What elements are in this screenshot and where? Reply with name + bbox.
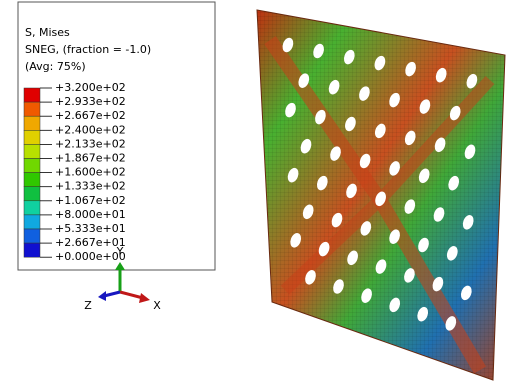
viewport: S, Mises SNEG, (fraction = -1.0) (Avg: 75%…	[0, 0, 508, 391]
triad-x-label: X	[153, 299, 161, 312]
legend-label: +1.333e+02	[55, 180, 126, 193]
color-band	[24, 144, 40, 158]
legend-label: +2.667e+01	[55, 236, 126, 249]
triad-z-arrow	[104, 292, 120, 296]
color-band	[24, 201, 40, 215]
legend-title-line: S, Mises	[25, 26, 70, 39]
triad-y-label: Y	[116, 245, 124, 258]
color-band	[24, 130, 40, 144]
color-band	[24, 243, 40, 257]
legend-label: +1.600e+02	[55, 166, 126, 179]
legend-label: +8.000e+01	[55, 208, 126, 221]
color-band	[24, 215, 40, 229]
triad-x-head	[139, 293, 150, 303]
legend-label: +2.400e+02	[55, 123, 126, 136]
color-band	[24, 229, 40, 243]
triad-z-label: Z	[84, 299, 92, 312]
legend-label: +1.067e+02	[55, 194, 126, 207]
color-band	[24, 88, 40, 102]
legend-label: +2.933e+02	[55, 95, 126, 108]
legend-label: +0.000e+00	[55, 250, 126, 263]
legend-title-line: (Avg: 75%)	[25, 60, 86, 73]
legend-label: +2.133e+02	[55, 137, 126, 150]
legend-label: +5.333e+01	[55, 222, 126, 235]
legend-label: +2.667e+02	[55, 109, 126, 122]
color-band	[24, 187, 40, 201]
triad-z-head	[98, 291, 106, 301]
color-band	[24, 116, 40, 130]
legend-title-line: SNEG, (fraction = -1.0)	[25, 43, 151, 56]
color-band	[24, 159, 40, 173]
legend-label: +1.867e+02	[55, 152, 126, 165]
color-band	[24, 102, 40, 116]
model-plate	[257, 10, 505, 380]
color-band	[24, 173, 40, 187]
triad-x-arrow	[120, 292, 143, 298]
legend-label: +3.200e+02	[55, 81, 126, 94]
